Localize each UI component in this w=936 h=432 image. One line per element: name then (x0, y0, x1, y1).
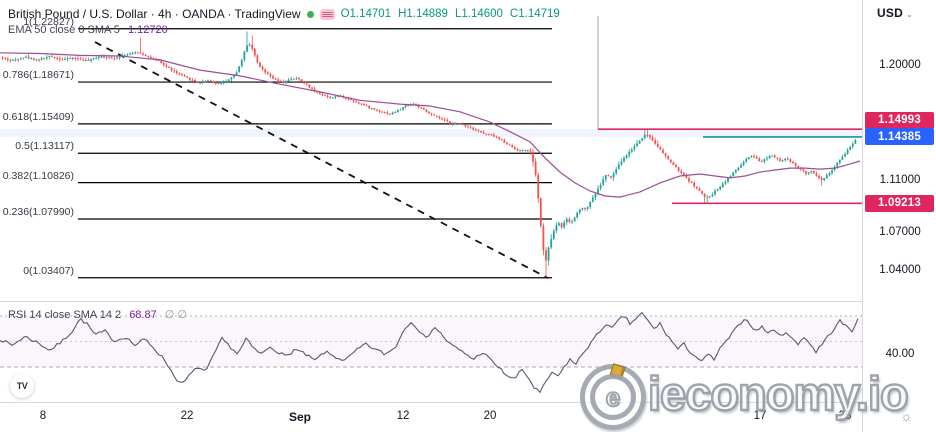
rsi-legend-value: 68.87 (129, 309, 157, 321)
time-axis[interactable]: 8 22 Sep 12 20 17 25 (0, 402, 936, 432)
price-badge: 1.14385 (865, 128, 934, 146)
pane-divider[interactable] (0, 301, 862, 302)
price-tick: 1.04000 (879, 264, 921, 277)
ohlc-values: O1.14701 H1.14889 L1.14600 C1.14719 (341, 8, 560, 20)
main-price-pane[interactable] (0, 0, 862, 302)
ema-legend-label: EMA 50 close 0 SMA 5 (8, 24, 120, 36)
fib-level-label: 0.382(1.10826) (2, 169, 74, 182)
time-tick: Sep (288, 410, 312, 424)
time-tick: 25 (838, 410, 852, 422)
rsi-axis-tick: 40.00 (885, 348, 915, 361)
fib-level-label: 0.236(1.07990) (2, 205, 74, 218)
time-tick: 22 (180, 410, 194, 422)
fib-level-label: 1(1.22827) (23, 15, 74, 28)
price-tick: 1.11000 (879, 174, 921, 187)
price-tick: 1.20000 (879, 59, 921, 71)
high-value: H1.14889 (398, 8, 448, 20)
currency-label[interactable]: USD ⌄ (877, 6, 913, 20)
fib-level-label: 0.5(1.13117) (15, 140, 74, 153)
ema-legend[interactable]: EMA 50 close 0 SMA 5 1.12720 (8, 24, 168, 36)
time-tick: 20 (483, 410, 497, 422)
market-open-dot-icon[interactable] (306, 10, 314, 18)
fib-level-label: 0.786(1.18671) (2, 69, 74, 82)
ema-legend-value: 1.12720 (127, 24, 168, 36)
low-value: L1.14600 (454, 8, 503, 20)
symbol-title[interactable]: British Pound / U.S. Dollar · 4h · OANDA… (8, 7, 301, 21)
open-value: O1.14701 (340, 8, 392, 20)
close-value: C1.14719 (509, 8, 560, 20)
rsi-legend[interactable]: RSI 14 close SMA 14 2 68.87 ∅ ∅ (8, 308, 187, 321)
rsi-pane[interactable] (0, 302, 862, 402)
fib-level-label: 0.618(1.15409) (2, 110, 74, 123)
price-tick: 1.07000 (879, 225, 921, 238)
price-badge: 1.14993 (865, 111, 934, 129)
price-badge: 1.09213 (865, 194, 934, 212)
rsi-hidden-values: ∅ ∅ (164, 309, 188, 321)
fib-level-label: 0(1.03407) (23, 264, 74, 277)
chevron-down-icon: ⌄ (905, 10, 913, 19)
time-tick: 17 (753, 410, 767, 422)
price-axis[interactable]: USD ⌄ 1.20000 1.11000 1.07000 1.04000 1.1499… (862, 0, 936, 432)
flag-icon[interactable] (319, 8, 335, 20)
time-tick: 8 (39, 410, 47, 422)
time-tick: 12 (396, 410, 410, 422)
tradingview-logo[interactable]: TV (10, 374, 34, 398)
symbol-header[interactable]: British Pound / U.S. Dollar · 4h · OANDA… (8, 5, 560, 23)
rsi-legend-label: RSI 14 close SMA 14 2 (8, 309, 122, 321)
